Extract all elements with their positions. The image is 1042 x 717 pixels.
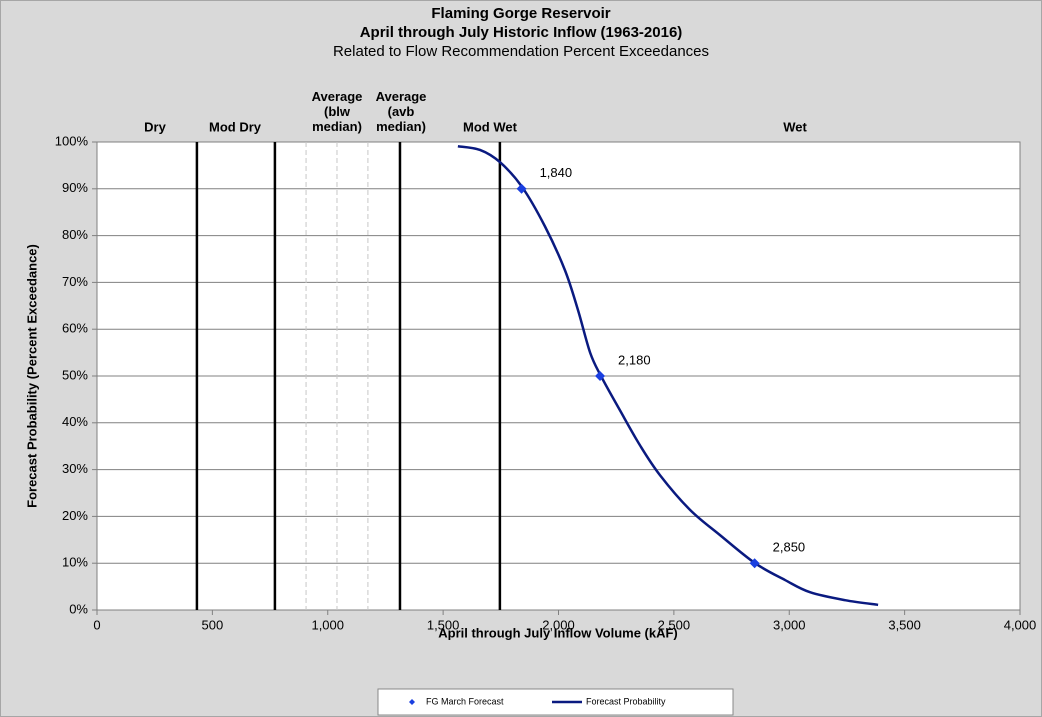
- x-axis-label: April through July Inflow Volume (kAF): [438, 625, 678, 640]
- x-tick-label: 2,000: [542, 617, 575, 632]
- data-label: 1,840: [540, 165, 573, 180]
- y-tick-label: 50%: [62, 367, 88, 382]
- y-axis-label: Forecast Probability (Percent Exceedance…: [24, 244, 39, 508]
- legend-marker: [409, 699, 415, 705]
- zone-label: Dry: [144, 119, 166, 134]
- y-tick-label: 90%: [62, 180, 88, 195]
- legend-label: FG March Forecast: [426, 696, 504, 706]
- chart-title: Flaming Gorge Reservoir: [431, 5, 610, 22]
- zone-label: Mod Wet: [463, 119, 518, 134]
- forecast-point: [749, 558, 760, 569]
- y-tick-label: 30%: [62, 461, 88, 476]
- y-tick-label: 100%: [55, 133, 89, 148]
- y-tick-label: 0%: [69, 601, 88, 616]
- legend-label: Forecast Probability: [586, 696, 666, 706]
- chart-subtitle: Related to Flow Recommendation Percent E…: [333, 43, 709, 60]
- y-tick-label: 60%: [62, 321, 88, 336]
- y-tick-label: 40%: [62, 414, 88, 429]
- plot-border: [96, 141, 1021, 611]
- x-tick-label: 3,000: [773, 617, 806, 632]
- zone-label: Wet: [783, 119, 807, 134]
- forecast-point: [516, 183, 527, 194]
- forecast-point: [595, 371, 606, 381]
- x-tick-label: 4,000: [1004, 617, 1037, 632]
- y-tick-label: 20%: [62, 508, 88, 523]
- x-tick-label: 3,500: [888, 617, 921, 632]
- zone-label: Average (blw median): [312, 89, 363, 134]
- y-tick-label: 10%: [62, 555, 88, 570]
- x-tick-label: 1,500: [427, 617, 460, 632]
- data-label: 2,850: [773, 540, 806, 555]
- x-tick-label: 0: [93, 617, 100, 632]
- chart-subtitle: April through July Historic Inflow (1963…: [360, 24, 683, 41]
- y-tick-label: 70%: [62, 274, 88, 289]
- zone-label: Average (avb median): [376, 89, 427, 134]
- legend-box: [377, 688, 734, 716]
- y-tick-label: 80%: [62, 227, 88, 242]
- zone-label: Mod Dry: [209, 119, 262, 134]
- data-label: 2,180: [618, 352, 651, 367]
- x-tick-label: 1,000: [311, 617, 344, 632]
- x-tick-label: 2,500: [658, 617, 691, 632]
- x-tick-label: 500: [202, 617, 224, 632]
